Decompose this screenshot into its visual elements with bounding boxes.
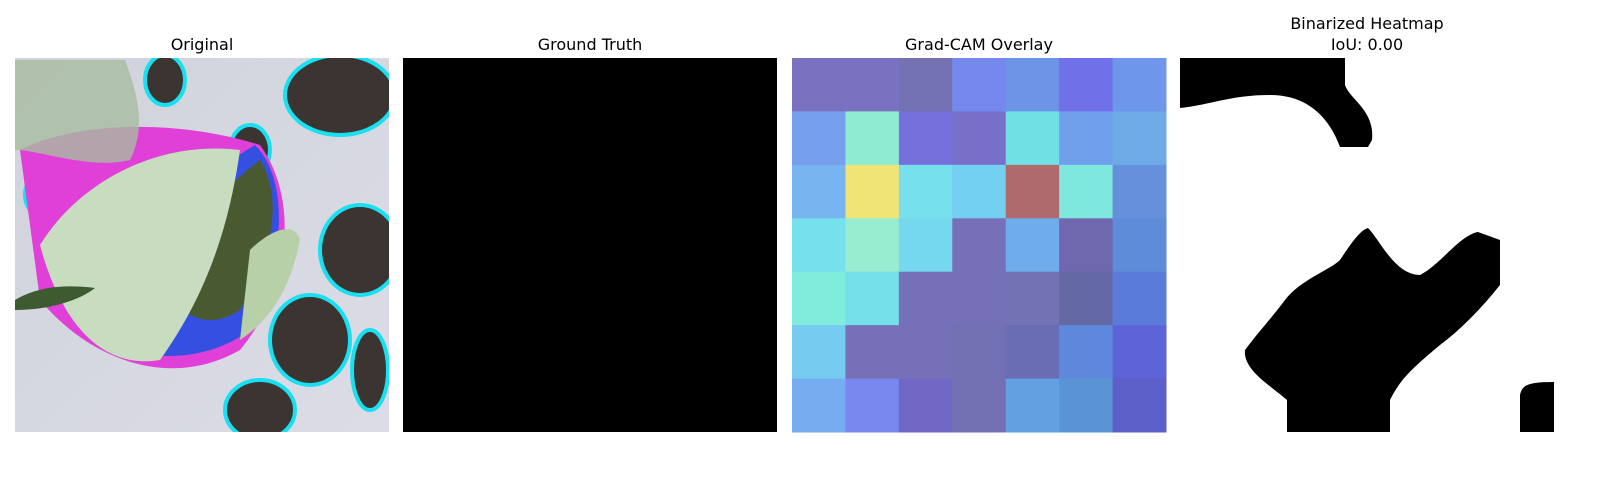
panel-title: Grad-CAM Overlay	[905, 35, 1053, 54]
heatmap-cell	[1059, 164, 1114, 219]
heatmap-cell	[1005, 164, 1060, 219]
heatmap-cell	[952, 218, 1007, 273]
heatmap-cell	[845, 271, 900, 326]
heatmap-cell	[898, 378, 953, 433]
heatmap-cell	[1112, 164, 1167, 219]
heatmap-cell	[952, 111, 1007, 166]
heatmap-cell	[952, 378, 1007, 433]
heatmap-cell	[898, 271, 953, 326]
heatmap-cell	[1112, 111, 1167, 166]
heatmap-cell	[1059, 218, 1114, 273]
heatmap-cell	[1005, 218, 1060, 273]
heatmap-cell	[1112, 218, 1167, 273]
heatmap-cell	[1005, 271, 1060, 326]
heatmap-cell	[792, 111, 846, 166]
ground-truth-mask	[403, 58, 777, 432]
original-image	[15, 58, 389, 432]
heatmap-cell	[952, 58, 1007, 112]
heatmap-cell	[845, 218, 900, 273]
heatmap-cell	[792, 58, 846, 112]
panel-title: Original	[171, 35, 234, 54]
heatmap-cell	[845, 111, 900, 166]
heatmap-cell	[898, 164, 953, 219]
panel-title: Binarized Heatmap	[1290, 14, 1443, 33]
heatmap-cell	[952, 325, 1007, 380]
heatmap-cell	[1059, 271, 1114, 326]
heatmap-cell	[1005, 111, 1060, 166]
heatmap-cell	[952, 164, 1007, 219]
heatmap-cell	[1005, 378, 1060, 433]
heatmap-cell	[845, 164, 900, 219]
heatmap-cell	[792, 164, 846, 219]
grad-cam-overlay	[792, 58, 1167, 433]
heatmap-cell	[845, 58, 900, 112]
heatmap-cell	[792, 325, 846, 380]
heatmap-cell	[898, 58, 953, 112]
panel-title: Ground Truth	[538, 35, 643, 54]
heatmap-cell	[1112, 58, 1167, 112]
heatmap-cell	[792, 218, 846, 273]
heatmap-cell	[845, 378, 900, 433]
heatmap-cell	[845, 325, 900, 380]
heatmap-cell	[1059, 58, 1114, 112]
panel-subtitle: IoU: 0.00	[1331, 35, 1403, 54]
heatmap-cell	[792, 378, 846, 433]
binarized-heatmap	[1180, 58, 1554, 432]
heatmap-cell	[1059, 325, 1114, 380]
heatmap-cell	[1005, 325, 1060, 380]
heatmap-cell	[1005, 58, 1060, 112]
heatmap-cell	[1112, 271, 1167, 326]
heatmap-cell	[1059, 111, 1114, 166]
heatmap-cell	[952, 271, 1007, 326]
heatmap-cell	[898, 218, 953, 273]
heatmap-cell	[898, 111, 953, 166]
heatmap-cell	[1112, 325, 1167, 380]
heatmap-cell	[1059, 378, 1114, 433]
heatmap-cell	[1112, 378, 1167, 433]
heatmap-cell	[792, 271, 846, 326]
heatmap-cell	[898, 325, 953, 380]
